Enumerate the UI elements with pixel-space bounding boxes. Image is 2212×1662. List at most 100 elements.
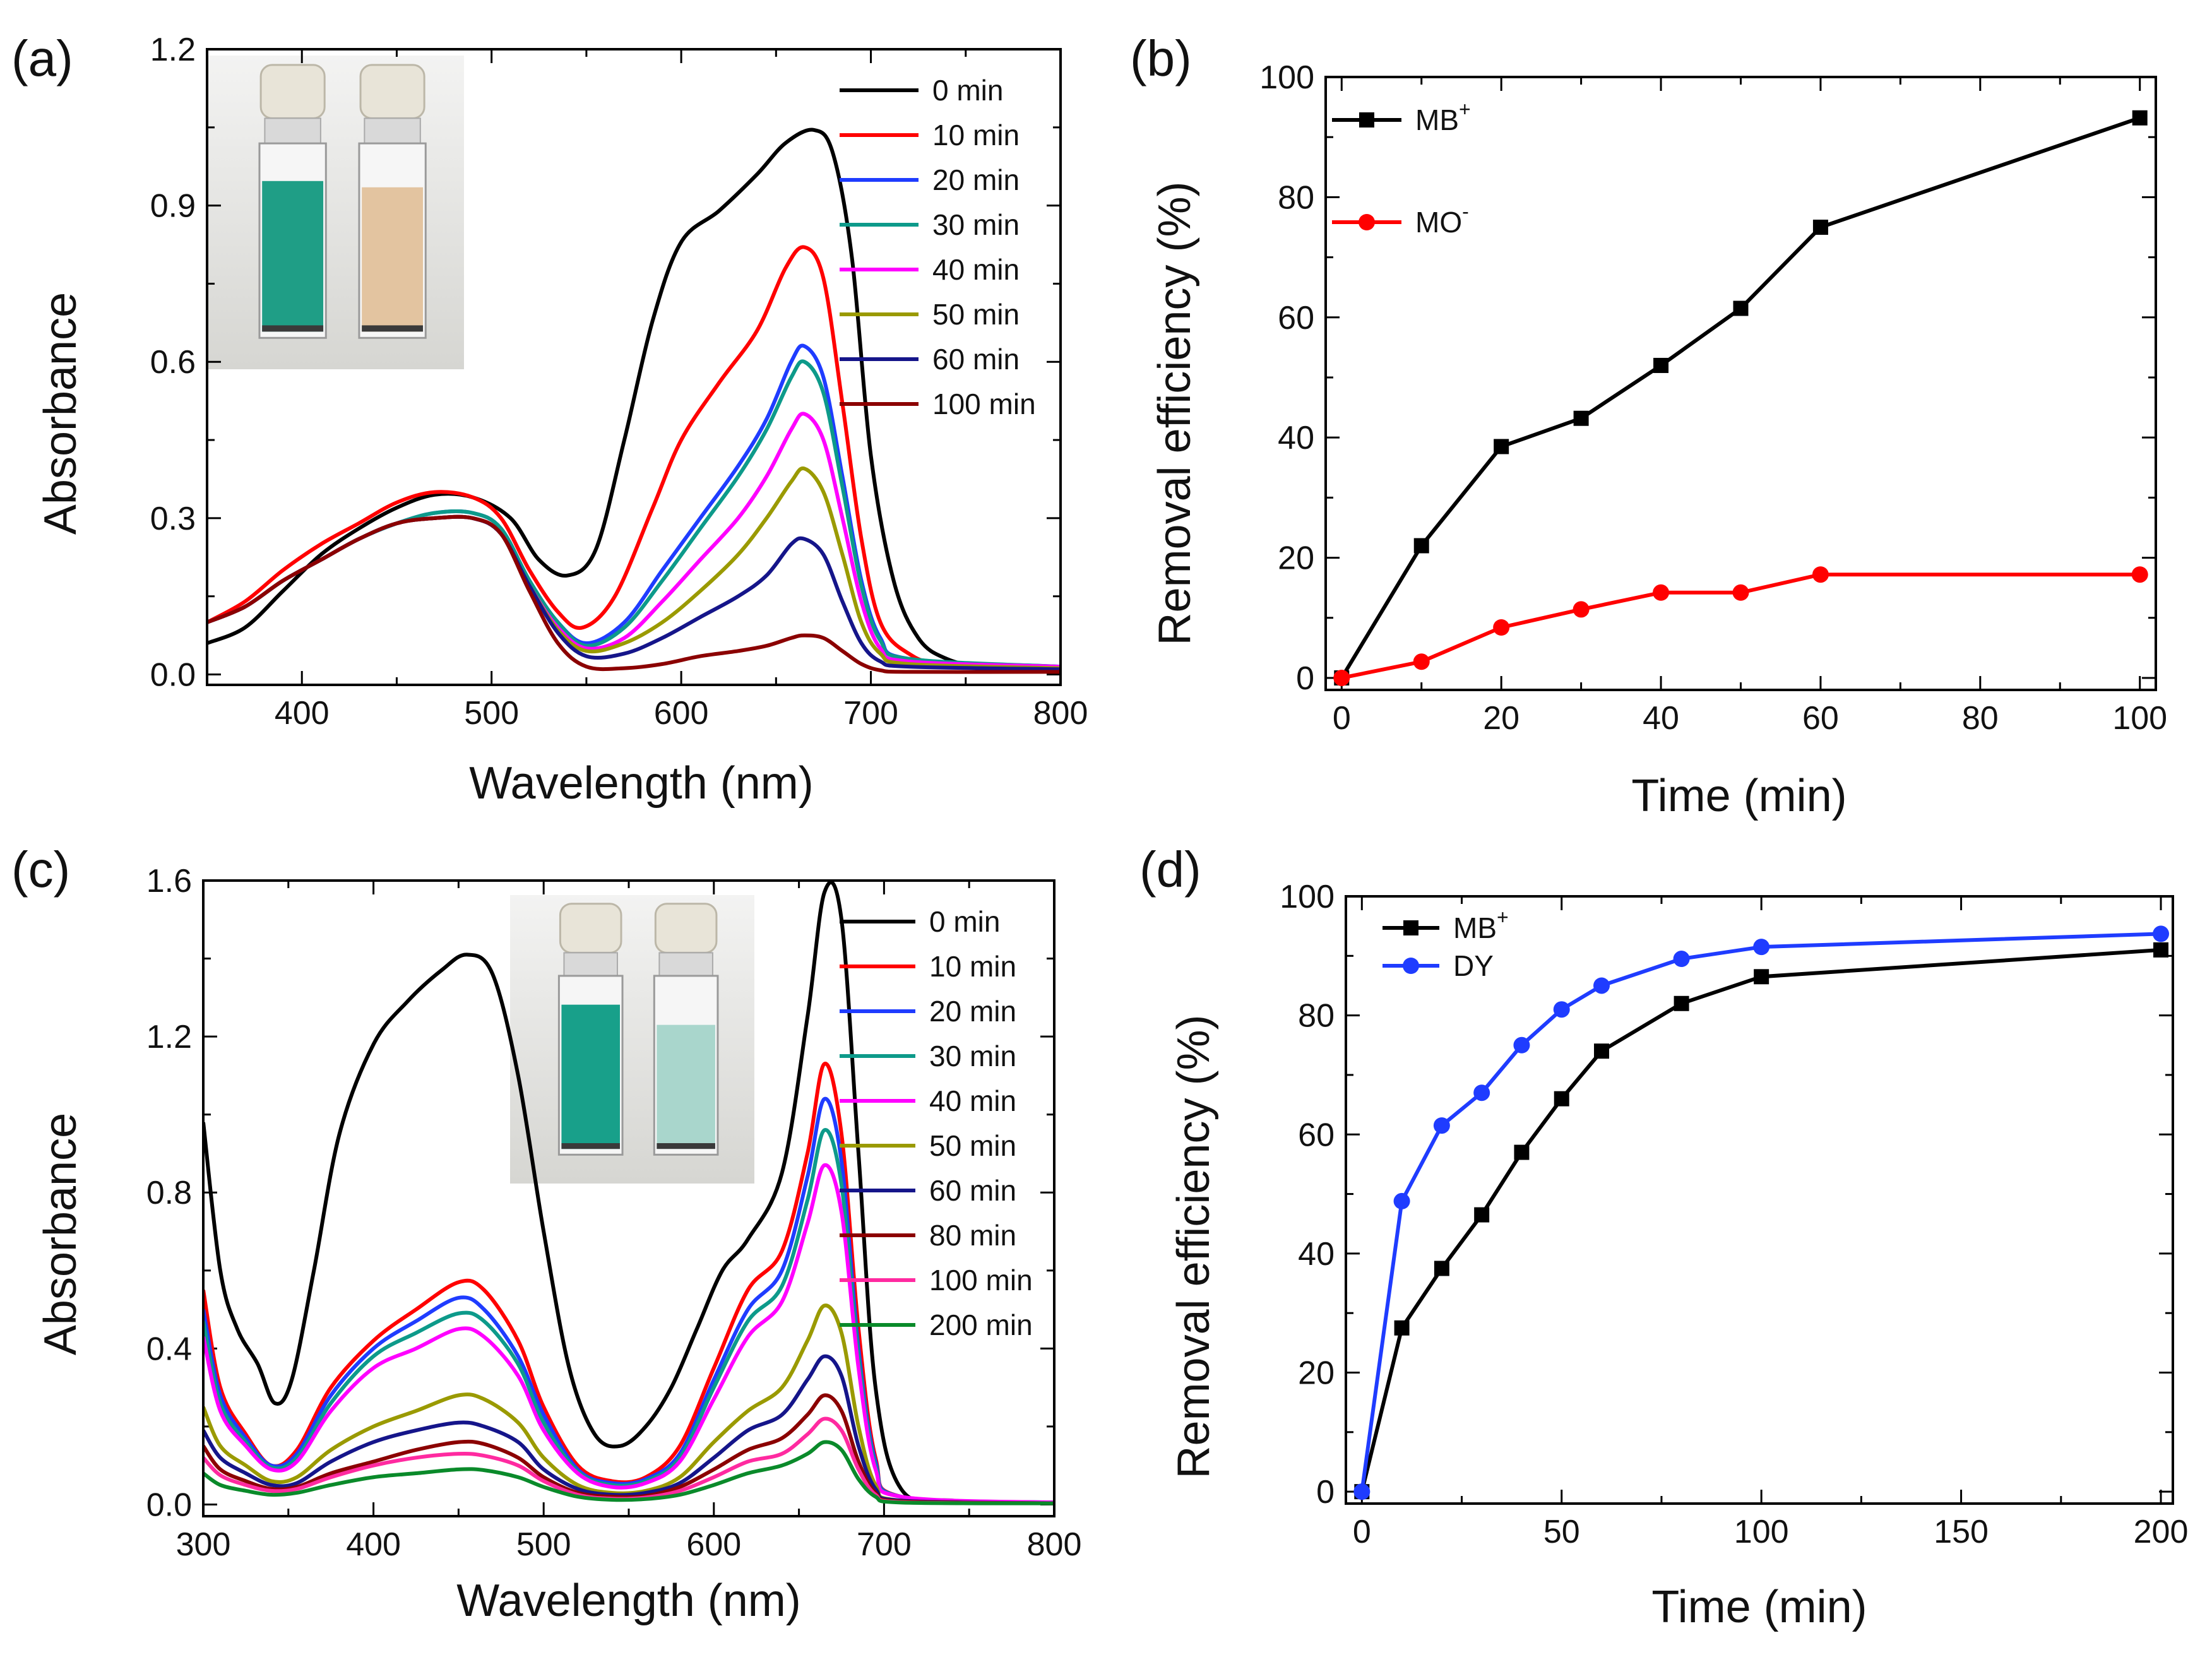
legend-label: 80 min [929,1219,1016,1252]
x-tick-label: 600 [686,1526,741,1563]
series-200-min [203,1440,1054,1505]
panel-d: (d) 0 50 100 150 200 0 20 40 60 80 100 Time (min) Rem… [1139,841,2188,1632]
marker-circle [1593,977,1610,994]
marker-circle [1673,951,1690,968]
vial-base [657,1143,715,1149]
x-tick-label: 40 [1643,700,1679,737]
legend-label: MB+ [1415,98,1471,136]
marker-square [1413,538,1429,554]
series-line [207,514,1061,672]
legend-label: 50 min [932,298,1020,331]
marker-circle [1413,653,1430,670]
x-tick-label: 20 [1483,700,1519,737]
series-dy [1353,925,2170,1500]
marker-square [1474,1207,1490,1223]
y-tick-label: 0.8 [146,1175,192,1211]
marker-square [1653,357,1669,373]
marker-circle [1353,1483,1371,1500]
plot-area [1333,110,2148,686]
x-tick-label: 100 [1734,1514,1789,1550]
legend-label: 30 min [929,1040,1016,1072]
marker-circle [1433,1117,1450,1134]
marker-square [1812,219,1828,235]
series-mb [1354,942,2169,1500]
y-axis-title: Removal efficiency (%) [1150,182,1200,646]
series-0-min [203,881,1054,1505]
x-tick-label: 700 [843,695,898,732]
legend-label: MO- [1415,200,1469,239]
legend: 0 min 10 min 20 min 30 min 40 min 50 min 60 mi… [840,905,1033,1341]
series-line [207,466,1061,670]
marker-square [1494,439,1509,454]
y-tick-label: 80 [1298,998,1335,1035]
series-line [203,1128,1054,1505]
marker-circle [1393,1192,1410,1209]
panel-letter: (b) [1130,30,1192,86]
marker-square [1733,300,1749,316]
series-line [203,1393,1054,1505]
series-line [207,514,1061,674]
series-10-min [207,245,1061,669]
marker-square [2153,942,2169,958]
legend-label: 20 min [932,163,1020,196]
vial-cap [654,903,718,954]
marker-circle [1553,1001,1570,1018]
y-tick-label: 100 [1280,879,1335,915]
marker-circle [1473,1084,1490,1101]
series-line [207,412,1061,669]
series-line [203,881,1054,1505]
marker-circle [1732,584,1749,601]
y-tick-label: 80 [1278,179,1314,216]
y-axis-title: Removal efficiency (%) [1168,1015,1219,1479]
series-line [203,1440,1054,1505]
x-tick-label: 50 [1543,1514,1580,1550]
marker-circle [1513,1036,1530,1054]
marker-circle [1333,669,1350,686]
y-tick-label: 60 [1298,1117,1335,1153]
legend: 0 min 10 min 20 min 30 min 40 min 50 min 60 mi… [840,74,1036,420]
vial-thread [563,952,618,976]
marker-square [1674,995,1689,1011]
vial-base [561,1143,620,1149]
y-tick-label: 0.6 [150,344,196,381]
vial-liquid [262,181,324,332]
series-line [207,128,1061,672]
inset-photo-vials-green-blue [510,895,754,1184]
marker-square [2132,110,2148,126]
series-80-min [203,1393,1054,1505]
series-mb [1334,110,2148,686]
legend-label: 40 min [932,253,1020,286]
y-tick-label: 1.2 [150,32,196,68]
legend-label: 100 min [929,1264,1033,1297]
panel-letter: (a) [11,30,73,86]
legend-label: MB+ [1453,906,1509,944]
x-tick-label: 150 [1934,1514,1989,1550]
y-axis-title: Absorbance [35,292,86,535]
vial-thread [658,952,713,976]
vial-liquid [561,1004,620,1149]
vial-cap [359,64,425,119]
series-line [207,245,1061,669]
plot-frame [1324,76,2157,691]
y-tick-label: 40 [1278,420,1314,456]
y-tick-label: 20 [1278,540,1314,577]
legend-label: 0 min [929,905,1000,938]
x-tick-label: 400 [275,695,330,732]
x-tick-label: 300 [176,1526,231,1563]
marker-square [1434,1261,1449,1276]
plot-frame [1345,895,2174,1505]
y-tick-label: 0.9 [150,188,196,225]
y-tick-label: 40 [1298,1236,1335,1273]
plot-area [1353,925,2170,1500]
marker-circle [2131,566,2148,583]
legend-label: 40 min [929,1084,1016,1117]
x-axis-title: Wavelength (nm) [456,1576,801,1626]
x-tick-label: 800 [1027,1526,1082,1563]
marker-circle [1653,584,1670,601]
y-tick-label: 60 [1278,300,1314,336]
legend: MB+ DY [1382,906,1509,982]
series-100-min [207,514,1061,674]
legend-label: 200 min [929,1309,1033,1341]
y-axis-title: Absorbance [35,1113,86,1355]
